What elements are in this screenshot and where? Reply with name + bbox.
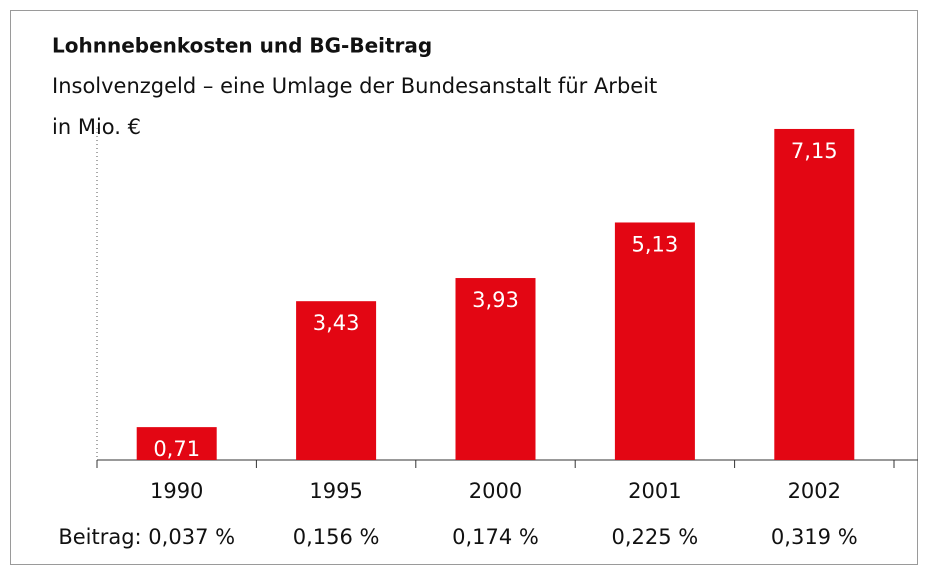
annotation: 0,319 % <box>771 525 858 549</box>
value-label: 3,93 <box>472 288 519 312</box>
bar <box>455 278 536 460</box>
x-tick-label: 1990 <box>150 479 203 503</box>
chart-title: Lohnnebenkosten und BG-Beitrag <box>52 34 432 58</box>
chart-subtitle: Insolvenzgeld – eine Umlage der Bundesan… <box>52 74 657 98</box>
bar <box>774 128 855 460</box>
x-tick-label: 2001 <box>628 479 681 503</box>
x-tick-label: 2002 <box>788 479 841 503</box>
value-label: 7,15 <box>791 139 838 163</box>
annotation: 0,225 % <box>612 525 699 549</box>
bar <box>614 222 695 460</box>
x-tick-label: 2000 <box>469 479 522 503</box>
bar <box>296 301 377 460</box>
annotation: 0,174 % <box>452 525 539 549</box>
value-label: 5,13 <box>632 232 679 256</box>
annotation: Beitrag: 0,037 % <box>58 525 235 549</box>
annotation: 0,156 % <box>293 525 380 549</box>
value-label: 0,71 <box>153 437 200 461</box>
unit-label: in Mio. € <box>52 115 141 139</box>
x-tick-label: 1995 <box>309 479 362 503</box>
bar <box>136 427 217 460</box>
value-label: 3,43 <box>313 311 360 335</box>
